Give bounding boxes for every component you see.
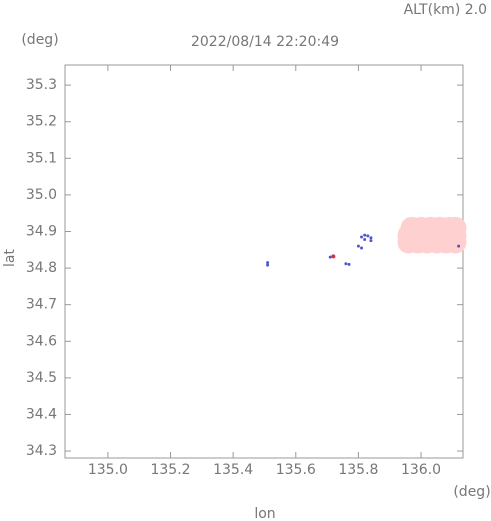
echo-point bbox=[328, 255, 332, 259]
echo-point bbox=[366, 234, 370, 238]
y-tick-label: 34.5 bbox=[26, 370, 57, 386]
y-tick-label: 35.3 bbox=[26, 77, 57, 93]
x-tick-label: 136.0 bbox=[401, 462, 441, 478]
x-tick-label: 135.8 bbox=[338, 462, 378, 478]
y-tick-label: 34.6 bbox=[26, 333, 57, 349]
x-axis-label: lon bbox=[254, 506, 275, 521]
echo-point bbox=[344, 262, 348, 266]
y-tick-label: 34.8 bbox=[26, 260, 57, 276]
echo-point bbox=[360, 246, 364, 250]
echo-point bbox=[457, 244, 461, 248]
y-tick-label: 34.7 bbox=[26, 297, 57, 313]
y-tick-label: 34.3 bbox=[26, 443, 57, 459]
x-tick-label: 135.4 bbox=[213, 462, 253, 478]
altitude-label: ALT(km) 2.0 bbox=[404, 2, 487, 18]
echo-point bbox=[266, 261, 270, 265]
y-tick-label: 35.2 bbox=[26, 114, 57, 130]
echo-point bbox=[360, 235, 364, 239]
x-unit: (deg) bbox=[453, 484, 490, 500]
y-tick-label: 34.9 bbox=[26, 223, 57, 239]
y-tick-label: 34.4 bbox=[26, 406, 57, 422]
echo-point bbox=[444, 216, 467, 239]
x-tick-label: 135.2 bbox=[150, 462, 190, 478]
y-axis-label: lat bbox=[2, 249, 18, 267]
y-tick-label: 35.1 bbox=[26, 150, 57, 166]
y-tick-label: 35.0 bbox=[26, 187, 57, 203]
echo-point bbox=[356, 244, 360, 248]
echo-point bbox=[363, 233, 367, 237]
y-unit: (deg) bbox=[21, 32, 58, 48]
chart-title: 2022/08/14 22:20:49 bbox=[191, 34, 339, 50]
echo-point bbox=[347, 262, 351, 266]
echo-point bbox=[369, 239, 373, 243]
echo-point bbox=[331, 254, 336, 259]
x-tick-label: 135.6 bbox=[276, 462, 316, 478]
x-tick-label: 135.0 bbox=[88, 462, 128, 478]
echo-point bbox=[363, 238, 367, 242]
echo-point bbox=[266, 263, 270, 267]
echo-point bbox=[369, 236, 373, 240]
plot-frame bbox=[64, 64, 464, 459]
